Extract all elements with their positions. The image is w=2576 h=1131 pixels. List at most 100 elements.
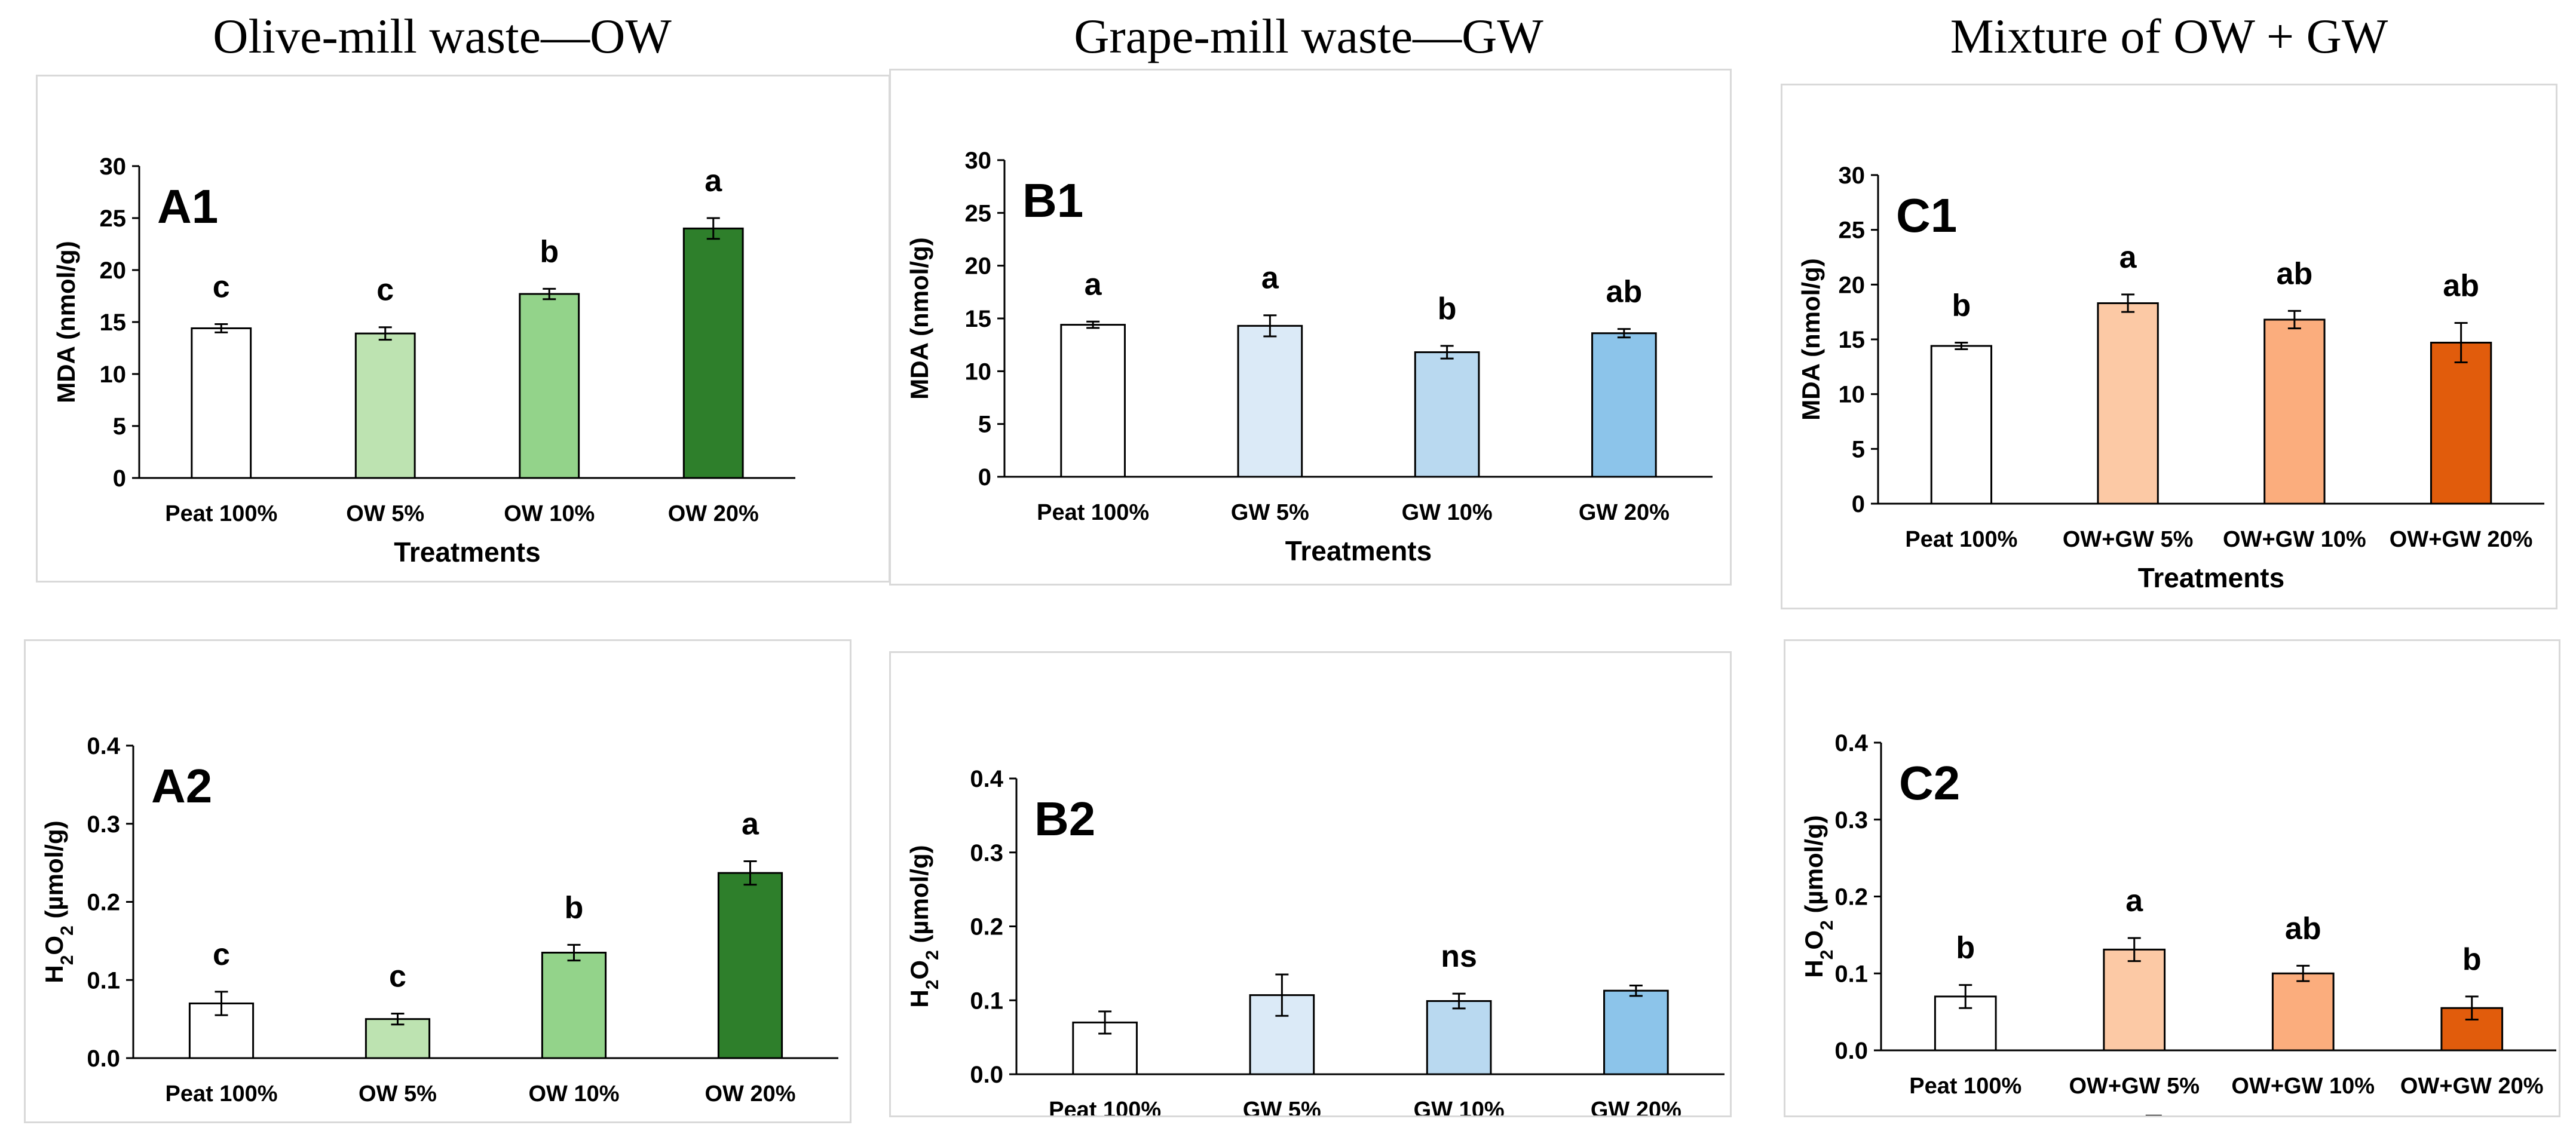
bar-3 <box>2263 318 2326 505</box>
chart-panel-a1: 0 5 10 15 20 25 30 MDA (nmol/g) c Peat 100% c OW 5%… <box>36 75 890 583</box>
significance-letter: b <box>565 890 584 925</box>
category-label: OW+GW 10% <box>2223 527 2366 552</box>
significance-letter: a <box>2125 884 2143 918</box>
category-label: OW+GW 5% <box>2069 1074 2200 1099</box>
panel-label: A2 <box>151 759 212 813</box>
bar-4 <box>1591 332 1657 478</box>
y-tick-label: 0.2 <box>87 890 120 916</box>
category-label: Peat 100% <box>1049 1098 1161 1115</box>
x-axis-title: Treatments <box>394 537 540 568</box>
significance-letter: a <box>1085 267 1102 302</box>
bar-4 <box>717 872 783 1059</box>
category-label: OW 10% <box>504 501 595 526</box>
bar-2 <box>354 332 416 479</box>
category-label: OW 20% <box>668 501 759 526</box>
panel-label: C2 <box>1899 756 1960 810</box>
category-label: Peat 100% <box>1909 1074 2021 1099</box>
bar-4 <box>682 227 744 479</box>
chart-svg-a1: 0 5 10 15 20 25 30 MDA (nmol/g) c Peat 100% c OW 5%… <box>52 154 795 568</box>
y-tick-label: 15 <box>100 309 127 336</box>
y-tick-label: 25 <box>1839 217 1866 244</box>
chart-panel-c2: 0.0 0.1 0.2 0.3 0.4 H2O2 (µmol/g) b Peat 100% a O… <box>1784 639 2560 1117</box>
chart-svg-c2: 0.0 0.1 0.2 0.3 0.4 H2O2 (µmol/g) b Peat 100% a O… <box>1800 730 2556 1115</box>
category-label: OW 5% <box>346 501 424 526</box>
category-label: OW+GW 20% <box>2400 1074 2544 1099</box>
y-axis-label: MDA (nmol/g) <box>1797 258 1825 420</box>
y-tick-label: 20 <box>100 258 127 284</box>
significance-letter: b <box>1952 289 1971 323</box>
y-tick-label: 25 <box>100 206 127 232</box>
y-tick-label: 0.0 <box>970 1062 1003 1088</box>
chart-svg-c1: 0 5 10 15 20 25 30 MDA (nmol/g) b Peat 100% a OW+GW… <box>1797 163 2544 593</box>
category-label: OW+GW 10% <box>2231 1074 2375 1099</box>
y-tick-label: 10 <box>1839 382 1866 408</box>
y-axis-label: MDA (nmol/g) <box>905 237 933 399</box>
bar-2 <box>1237 324 1303 478</box>
y-tick-label: 0.4 <box>87 733 120 759</box>
chart-svg-a2: 0.0 0.1 0.2 0.3 0.4 H2O2 (µmol/g) c Peat 100% c O… <box>40 733 838 1121</box>
bar-3 <box>519 293 580 479</box>
significance-letter: b <box>1438 292 1457 326</box>
y-axis-label: MDA (nmol/g) <box>52 241 80 403</box>
y-tick-label: 20 <box>965 253 992 280</box>
y-tick-label: 0.3 <box>970 840 1003 866</box>
y-tick-label: 10 <box>100 361 127 388</box>
y-tick-label: 5 <box>978 412 991 438</box>
category-label: GW 20% <box>1579 500 1670 525</box>
chart-svg-b1: 0 5 10 15 20 25 30 MDA (nmol/g) a Peat 100% a GW 5%… <box>905 148 1713 566</box>
panel-label: B2 <box>1034 792 1095 845</box>
y-tick-label: 0.0 <box>1834 1038 1868 1064</box>
category-label: OW 20% <box>705 1081 795 1107</box>
category-label: Peat 100% <box>165 1081 277 1107</box>
y-tick-label: 0 <box>1852 491 1865 517</box>
y-tick-label: 30 <box>965 148 992 174</box>
y-axis-label: H2O2 (µmol/g) <box>1800 815 1837 977</box>
significance-letter: b <box>2462 942 2482 977</box>
chart-panel-b2: 0.0 0.1 0.2 0.3 0.4 H2O2 (µmol/g) Peat 100% GW … <box>889 651 1732 1117</box>
significance-letter: b <box>540 234 559 269</box>
y-tick-label: 15 <box>1839 327 1866 353</box>
significance-letter: ab <box>2285 911 2321 946</box>
significance-letter: a <box>2119 240 2137 275</box>
significance-letter: a <box>742 807 759 842</box>
bar-2 <box>365 1018 431 1059</box>
y-tick-label: 0.2 <box>970 914 1003 940</box>
column-title-grape: Grape-mill waste—GW <box>1074 9 1543 63</box>
bar-3 <box>1426 1000 1492 1075</box>
x-axis-title: Treatments <box>412 1117 559 1121</box>
significance-letter: ns <box>1441 939 1477 974</box>
category-label: GW 10% <box>1402 500 1493 525</box>
significance-letter: ab <box>1606 275 1643 309</box>
panel-label: A1 <box>157 180 218 233</box>
y-axis-label: H2O2 (µmol/g) <box>40 820 77 983</box>
y-tick-label: 25 <box>965 200 992 226</box>
category-label: Peat 100% <box>1905 527 2017 552</box>
y-tick-label: 0 <box>978 464 991 491</box>
significance-letter: a <box>705 164 722 198</box>
y-tick-label: 0.3 <box>1834 807 1868 833</box>
category-label: GW 5% <box>1243 1098 1321 1115</box>
category-label: OW 10% <box>528 1081 619 1107</box>
significance-letter: c <box>213 269 230 304</box>
panel-label: B1 <box>1022 174 1083 227</box>
bar-3 <box>541 951 607 1059</box>
category-label: OW+GW 20% <box>2390 527 2533 552</box>
significance-letter: c <box>376 273 394 308</box>
y-tick-label: 0.1 <box>1834 961 1868 987</box>
category-label: GW 5% <box>1231 500 1309 525</box>
y-tick-label: 0.4 <box>1834 730 1868 756</box>
panel-label: C1 <box>1896 189 1957 242</box>
y-tick-label: 5 <box>1852 436 1865 462</box>
bar-1 <box>191 327 252 479</box>
y-tick-label: 30 <box>1839 163 1866 189</box>
y-tick-label: 0.0 <box>87 1046 120 1072</box>
bar-4 <box>2430 342 2492 505</box>
category-label: OW+GW 5% <box>2063 527 2194 552</box>
category-label: Peat 100% <box>165 501 277 526</box>
chart-panel-c1: 0 5 10 15 20 25 30 MDA (nmol/g) b Peat 100% a OW+GW… <box>1781 84 2557 609</box>
significance-letter: ab <box>2277 256 2313 291</box>
y-tick-label: 10 <box>965 358 992 385</box>
y-tick-label: 0.3 <box>87 811 120 838</box>
category-label: GW 20% <box>1591 1098 1681 1115</box>
chart-panel-a2: 0.0 0.1 0.2 0.3 0.4 H2O2 (µmol/g) c Peat 100% c O… <box>24 639 851 1123</box>
